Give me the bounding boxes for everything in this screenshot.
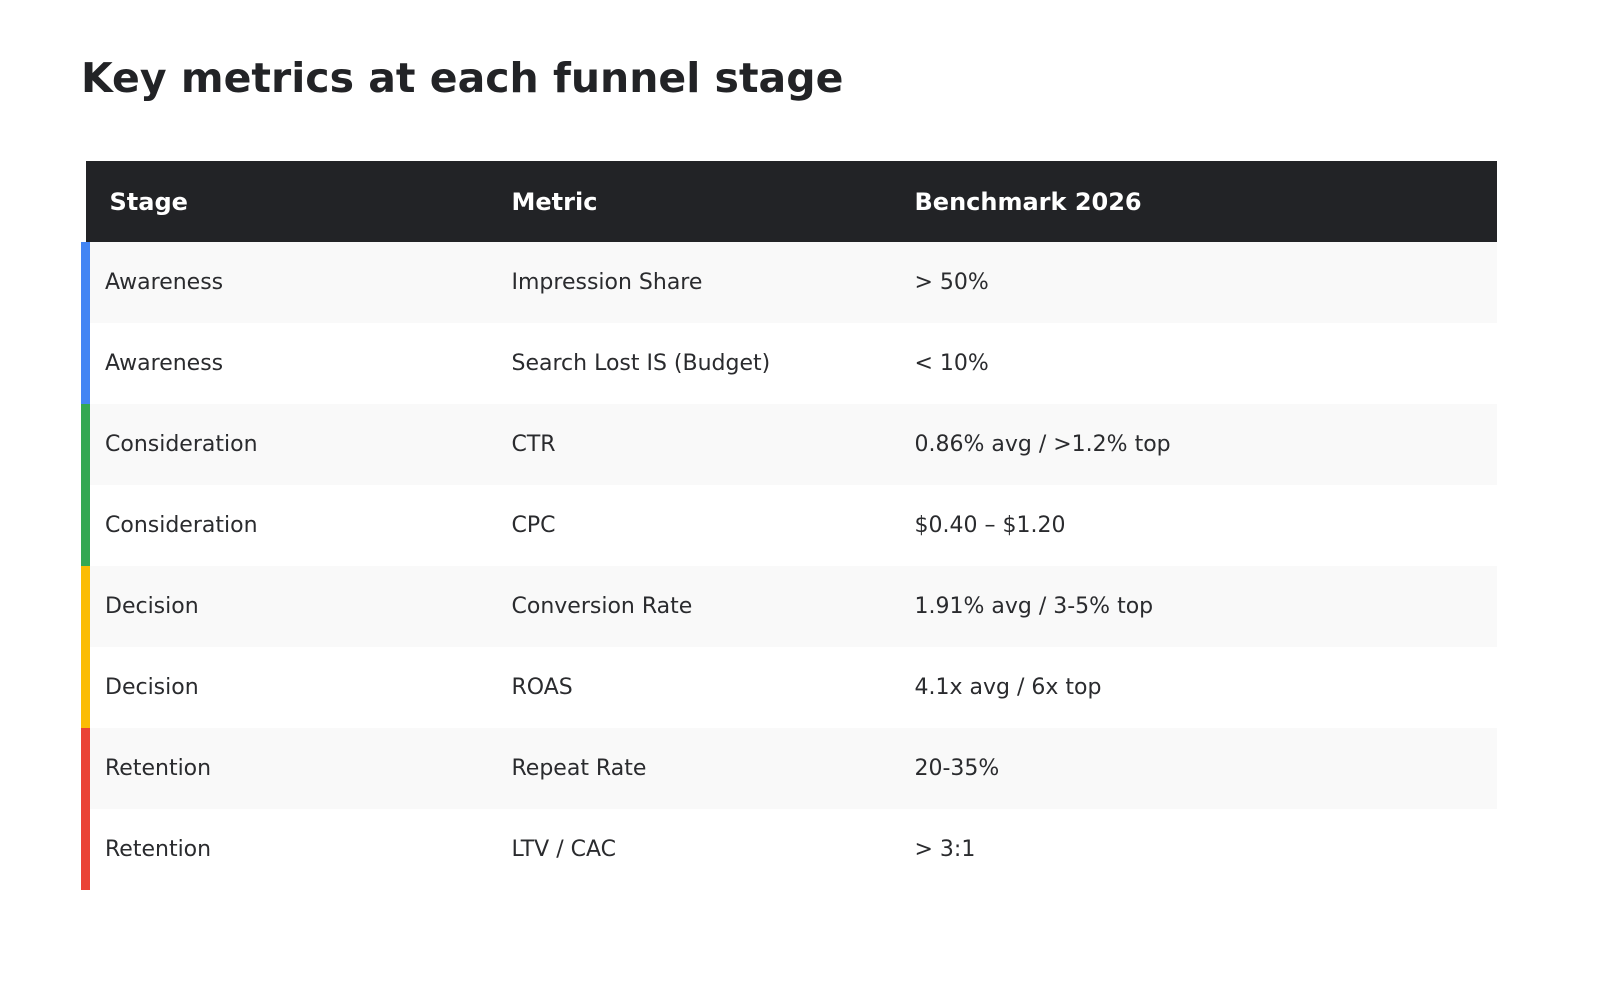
stage-cell: Consideration	[81, 404, 488, 485]
benchmark-cell: 4.1x avg / 6x top	[914, 675, 1102, 700]
metric-cell: Impression Share	[511, 270, 703, 295]
table-row: Awareness Search Lost IS (Budget) < 10%	[81, 323, 1497, 404]
column-header-metric: Metric	[511, 187, 598, 216]
column-header-stage: Stage	[109, 187, 188, 216]
stage-cell: Consideration	[81, 485, 488, 566]
table-row: Consideration CTR 0.86% avg / >1.2% top	[81, 404, 1497, 485]
metric-cell: CTR	[511, 432, 556, 457]
table-header: Stage Metric Benchmark 2026	[85, 161, 1497, 242]
benchmark-cell: > 3:1	[914, 837, 976, 862]
metric-cell: Search Lost IS (Budget)	[511, 351, 771, 376]
stage-cell: Awareness	[81, 323, 488, 404]
table-row: Retention LTV / CAC > 3:1	[81, 809, 1497, 890]
column-header-benchmark: Benchmark 2026	[914, 187, 1142, 216]
page-title: Key metrics at each funnel stage	[81, 54, 844, 102]
metric-cell: LTV / CAC	[511, 837, 617, 862]
stage-cell: Retention	[81, 809, 488, 890]
benchmark-cell: 1.91% avg / 3-5% top	[914, 594, 1154, 619]
table-row: Awareness Impression Share > 50%	[81, 242, 1497, 323]
stage-cell: Retention	[81, 728, 488, 809]
stage-cell: Decision	[81, 647, 488, 728]
table-header-row: Stage Metric Benchmark 2026	[85, 161, 1497, 242]
stage-cell: Awareness	[81, 242, 488, 323]
table-row: Decision ROAS 4.1x avg / 6x top	[81, 647, 1497, 728]
metric-cell: Conversion Rate	[511, 594, 693, 619]
benchmark-cell: < 10%	[914, 351, 989, 376]
table-row: Consideration CPC $0.40 – $1.20	[81, 485, 1497, 566]
table-row: Retention Repeat Rate 20-35%	[81, 728, 1497, 809]
table-body: Awareness Impression Share > 50% Awarene…	[81, 242, 1497, 890]
metrics-table: Stage Metric Benchmark 2026 Awareness Im…	[81, 161, 1497, 890]
benchmark-cell: > 50%	[914, 270, 989, 295]
benchmark-cell: $0.40 – $1.20	[914, 513, 1066, 538]
benchmark-cell: 0.86% avg / >1.2% top	[914, 432, 1171, 457]
stage-cell: Decision	[81, 566, 488, 647]
benchmark-cell: 20-35%	[914, 756, 1000, 781]
metric-cell: Repeat Rate	[511, 756, 647, 781]
metric-cell: ROAS	[511, 675, 573, 700]
metric-cell: CPC	[511, 513, 556, 538]
table-row: Decision Conversion Rate 1.91% avg / 3-5…	[81, 566, 1497, 647]
